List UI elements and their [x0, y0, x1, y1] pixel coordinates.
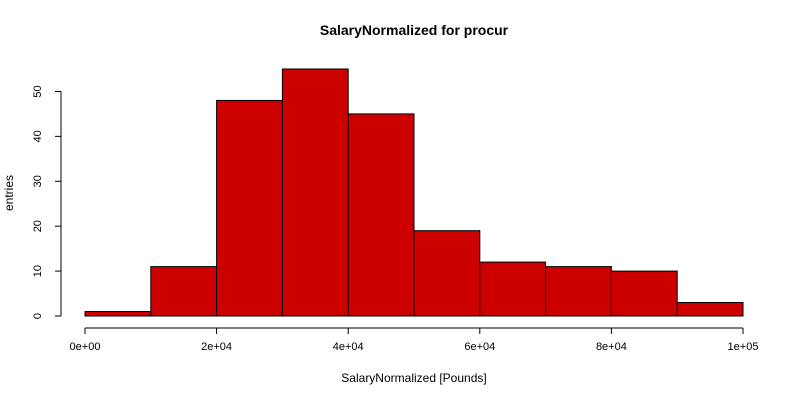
x-tick-label: 8e+04 [596, 341, 627, 353]
histogram-bar [413, 230, 481, 317]
y-axis-label: entries [2, 175, 16, 211]
y-tick-label: 10 [32, 265, 44, 277]
y-tick-label: 0 [32, 313, 44, 319]
chart-title: SalaryNormalized for procur [320, 22, 509, 38]
histogram-bar [216, 99, 283, 317]
x-tick-label: 2e+04 [201, 341, 232, 353]
y-tick-label: 50 [32, 85, 44, 97]
histogram-bar [84, 311, 152, 317]
x-tick-label: 6e+04 [464, 341, 495, 353]
y-tick-label: 30 [32, 175, 44, 187]
histogram-bar [479, 261, 547, 317]
x-tick-label: 0e+00 [70, 341, 101, 353]
histogram-bar [281, 68, 349, 317]
x-tick-label: 1e+05 [728, 341, 759, 353]
x-axis-label: SalaryNormalized [Pounds] [341, 371, 486, 385]
histogram-bar [150, 266, 218, 317]
x-axis: 0e+00 2e+04 4e+04 6e+04 8e+04 1e+05 [70, 327, 759, 353]
histogram-bar [347, 113, 415, 317]
histogram-bar [610, 270, 678, 317]
y-tick-label: 20 [32, 220, 44, 232]
x-tick-label: 4e+04 [333, 341, 364, 353]
y-tick-label: 40 [32, 130, 44, 142]
y-axis: 0 10 20 30 40 50 [32, 85, 62, 319]
bars-group [84, 68, 744, 317]
histogram-bar [676, 302, 744, 317]
histogram-bar [545, 266, 612, 317]
